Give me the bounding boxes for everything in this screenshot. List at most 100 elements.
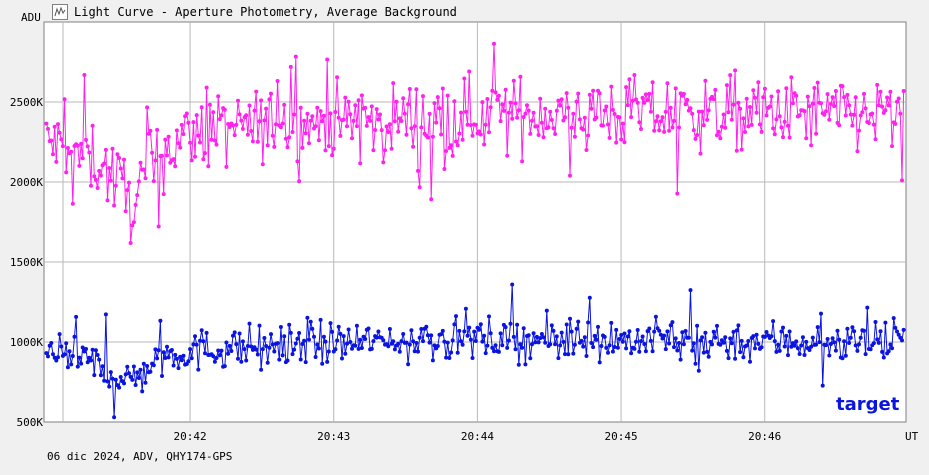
data-point-series-1: [64, 341, 69, 346]
data-point-series-0: [77, 163, 82, 168]
data-point-series-0: [584, 148, 589, 152]
data-point-series-0: [681, 92, 686, 96]
data-point-series-1: [726, 356, 731, 361]
data-point-series-1: [515, 322, 520, 327]
data-point-series-1: [381, 338, 386, 343]
data-point-series-0: [757, 122, 762, 127]
data-point-series-0: [174, 128, 179, 133]
data-point-series-0: [774, 117, 779, 122]
data-point-series-1: [485, 343, 490, 348]
data-point-series-0: [198, 140, 202, 145]
data-point-series-0: [847, 103, 852, 108]
data-point-series-0: [833, 89, 838, 93]
data-point-series-1: [166, 355, 171, 360]
data-point-series-0: [411, 144, 416, 149]
data-point-series-1: [541, 335, 546, 340]
data-point-series-1: [345, 341, 349, 346]
data-point-series-1: [358, 337, 363, 342]
data-point-series-0: [285, 145, 290, 150]
data-point-series-0: [642, 100, 647, 105]
data-point-series-0: [194, 113, 199, 118]
data-point-series-1: [102, 378, 107, 383]
data-point-series-1: [287, 322, 292, 327]
data-point-series-0: [401, 96, 406, 101]
data-point-series-0: [89, 183, 93, 188]
data-point-series-0: [695, 133, 700, 137]
data-point-series-0: [569, 125, 574, 130]
data-point-series-1: [506, 338, 511, 343]
data-point-series-1: [548, 342, 553, 347]
data-point-series-1: [92, 373, 97, 378]
data-point-series-1: [607, 343, 612, 348]
data-point-series-1: [744, 343, 749, 348]
data-point-series-0: [454, 139, 458, 144]
data-point-series-0: [764, 113, 769, 118]
data-point-series-1: [478, 322, 483, 327]
data-point-series-0: [136, 179, 141, 184]
data-point-series-1: [647, 326, 652, 331]
data-point-series-0: [619, 137, 624, 142]
data-point-series-0: [683, 102, 688, 107]
data-point-series-1: [77, 355, 82, 360]
data-point-series-0: [141, 167, 146, 172]
data-point-series-1: [163, 356, 168, 360]
data-point-series-0: [604, 104, 609, 109]
data-point-series-0: [582, 115, 587, 120]
data-point-series-1: [445, 340, 450, 345]
plot-area: [43, 21, 907, 423]
data-point-series-1: [620, 339, 625, 344]
data-point-series-1: [376, 329, 381, 334]
data-point-series-0: [363, 105, 368, 110]
data-point-series-1: [260, 347, 265, 352]
data-point-series-1: [338, 331, 343, 336]
data-point-series-1: [825, 337, 830, 341]
data-point-series-0: [396, 129, 401, 134]
data-point-series-0: [729, 117, 734, 122]
data-point-series-0: [310, 114, 315, 119]
data-point-series-1: [622, 331, 627, 336]
data-point-series-0: [463, 109, 468, 114]
data-point-series-1: [189, 356, 194, 361]
data-point-series-1: [79, 361, 84, 366]
data-point-series-0: [421, 94, 425, 99]
data-point-series-1: [350, 346, 354, 351]
data-point-series-0: [668, 105, 673, 110]
data-point-series-0: [407, 87, 412, 91]
data-point-series-0: [287, 135, 292, 140]
window-title: Light Curve - Aperture Photometry, Avera…: [74, 5, 457, 19]
data-point-series-0: [254, 89, 259, 94]
data-point-series-1: [194, 342, 199, 347]
data-point-series-1: [447, 356, 452, 360]
data-point-series-1: [178, 354, 183, 359]
data-point-series-1: [442, 339, 447, 344]
data-point-series-0: [645, 98, 650, 102]
data-point-series-1: [343, 351, 348, 356]
data-point-series-0: [46, 126, 50, 131]
data-point-series-0: [232, 133, 237, 138]
data-point-series-0: [196, 133, 201, 138]
data-point-series-1: [850, 325, 855, 330]
data-point-series-1: [901, 327, 906, 332]
data-point-series-1: [108, 370, 113, 375]
data-point-series-0: [624, 85, 629, 90]
data-point-series-1: [122, 381, 126, 386]
data-point-series-0: [700, 109, 705, 114]
data-point-series-1: [219, 348, 224, 353]
data-point-series-0: [741, 116, 746, 121]
data-point-series-0: [701, 123, 706, 128]
data-point-series-0: [516, 108, 521, 113]
data-point-series-0: [827, 117, 832, 122]
data-point-series-1: [748, 359, 752, 364]
data-point-series-0: [558, 103, 563, 108]
data-point-series-0: [160, 153, 164, 158]
data-point-series-1: [508, 321, 513, 326]
data-point-series-1: [756, 341, 761, 346]
data-point-series-0: [612, 112, 617, 116]
data-point-series-1: [505, 345, 510, 350]
data-point-series-1: [701, 350, 706, 355]
data-point-series-0: [746, 124, 751, 129]
data-point-series-0: [227, 125, 232, 129]
data-point-series-1: [321, 334, 326, 339]
data-point-series-1: [269, 332, 273, 337]
data-point-series-1: [551, 328, 556, 333]
